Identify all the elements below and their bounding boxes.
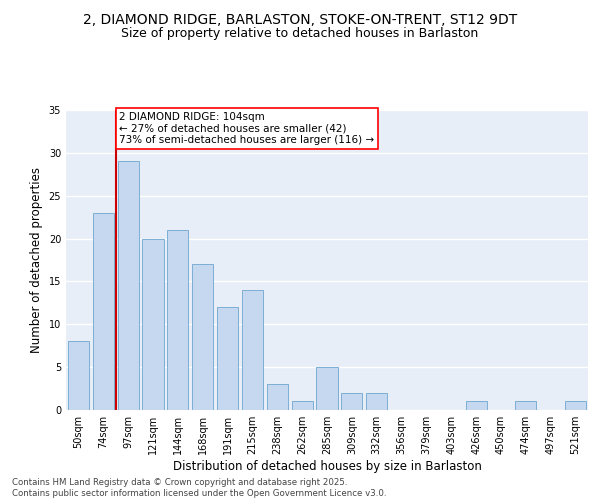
Bar (515, 402, 536, 410)
Y-axis label: Number of detached properties: Number of detached properties (30, 167, 43, 353)
Bar (316, 367, 338, 410)
Bar (167, 230, 188, 410)
Text: Contains HM Land Registry data © Crown copyright and database right 2025.
Contai: Contains HM Land Registry data © Crown c… (12, 478, 386, 498)
Text: 2, DIAMOND RIDGE, BARLASTON, STOKE-ON-TRENT, ST12 9DT: 2, DIAMOND RIDGE, BARLASTON, STOKE-ON-TR… (83, 12, 517, 26)
Text: 2 DIAMOND RIDGE: 104sqm
← 27% of detached houses are smaller (42)
73% of semi-de: 2 DIAMOND RIDGE: 104sqm ← 27% of detache… (119, 112, 374, 145)
X-axis label: Distribution of detached houses by size in Barlaston: Distribution of detached houses by size … (173, 460, 481, 473)
Bar (192, 264, 213, 410)
Bar (118, 162, 139, 410)
Bar (68, 342, 89, 410)
Bar (341, 393, 362, 410)
Bar (366, 393, 387, 410)
Bar (142, 238, 164, 410)
Bar (565, 402, 586, 410)
Bar (242, 290, 263, 410)
Bar (292, 402, 313, 410)
Bar (466, 402, 487, 410)
Text: Size of property relative to detached houses in Barlaston: Size of property relative to detached ho… (121, 28, 479, 40)
Bar (217, 307, 238, 410)
Bar (93, 213, 114, 410)
Bar (267, 384, 288, 410)
